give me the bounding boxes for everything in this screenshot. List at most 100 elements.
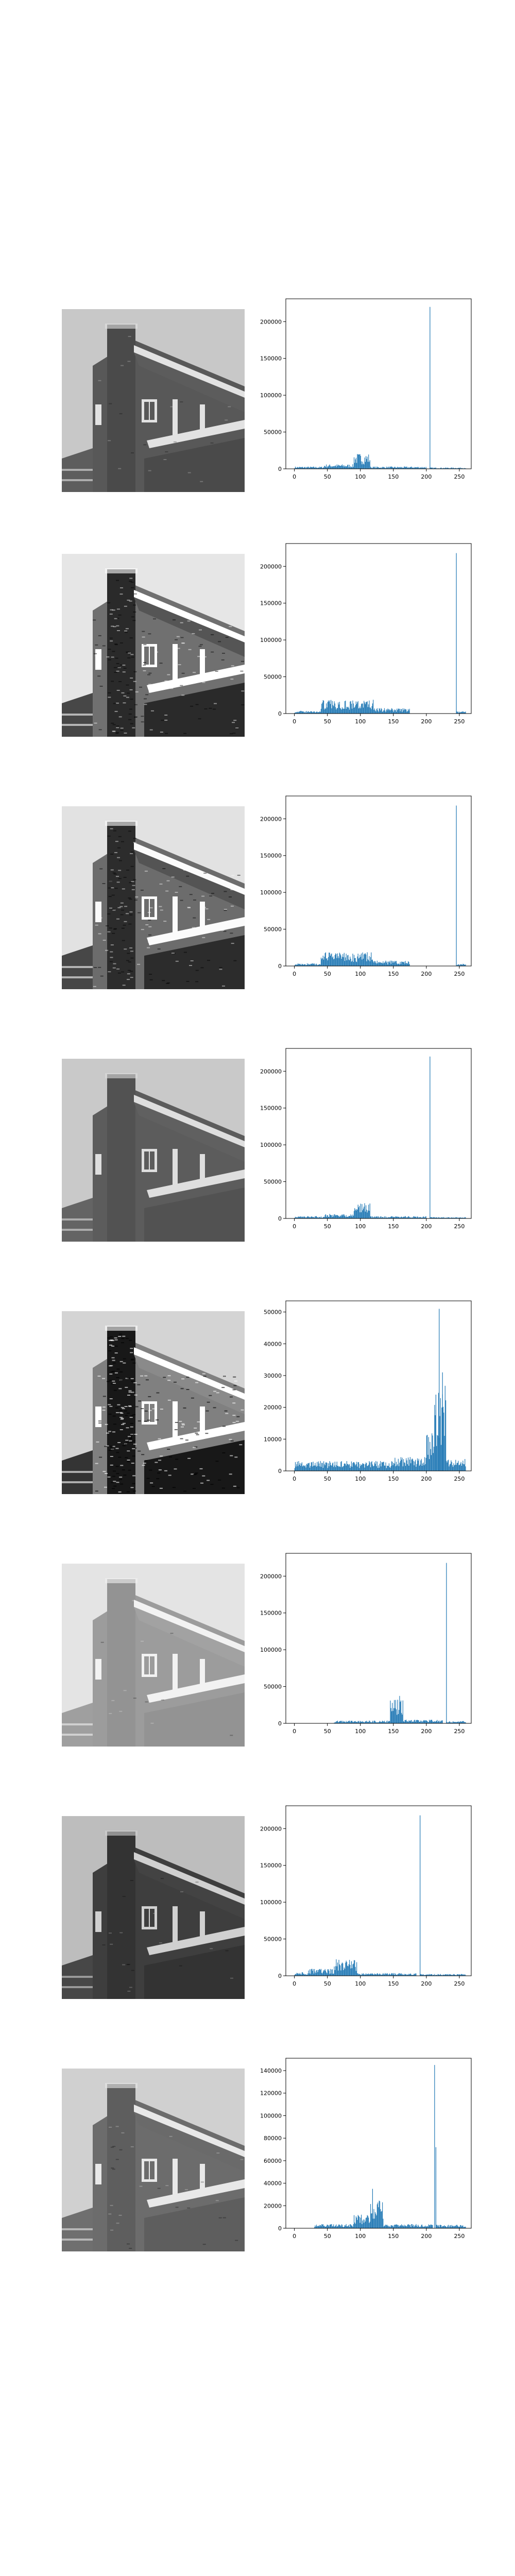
histogram-bar (335, 1966, 336, 1976)
histogram-bar (431, 1720, 432, 1723)
histogram-bar (378, 2207, 379, 2228)
histogram-bar (452, 2226, 453, 2228)
histogram-bar (445, 1974, 447, 1976)
histogram-bar (464, 2227, 465, 2228)
histogram-bar (358, 1721, 359, 1723)
histogram-bar (332, 466, 333, 469)
histogram-bar (311, 1462, 312, 1471)
histogram-bar (436, 1721, 437, 1723)
histogram-bar (387, 1974, 388, 1976)
histogram-bar (370, 1973, 371, 1976)
histogram-svg: 0 50 100 150 200 250 0 50000 100000 150000 200000 (260, 1805, 472, 1987)
histogram-bar (317, 1217, 318, 1218)
histogram-bar (372, 1721, 373, 1723)
histogram-bar (393, 467, 394, 469)
histogram-bar (344, 1214, 345, 1218)
histogram-bar (405, 709, 406, 714)
histogram-bar (341, 959, 342, 966)
histogram-bar (352, 1721, 353, 1723)
histogram-bar (349, 2227, 350, 2228)
histogram-bar (366, 1721, 367, 1723)
histogram-bar (304, 713, 305, 714)
histogram-bar (356, 1962, 357, 1976)
histogram-bar (311, 711, 312, 714)
histogram-bar (325, 1971, 327, 1976)
histogram-bar (424, 2226, 425, 2228)
histogram-bar (427, 1974, 428, 1976)
histogram-bar (379, 1217, 380, 1218)
histogram-bar (344, 708, 345, 714)
histogram-bar (308, 1973, 310, 1976)
histogram-bar (355, 1721, 356, 1723)
histogram-bar (335, 1467, 336, 1471)
histogram-bar (310, 964, 311, 966)
histogram-bar (441, 1217, 442, 1218)
histogram-bar (318, 2225, 319, 2228)
histogram-bar (306, 1217, 307, 1218)
histogram-bar (377, 1217, 379, 1218)
histogram-bar (295, 1216, 296, 1218)
histogram-peak-bar (456, 805, 457, 966)
histogram-bar (409, 1974, 410, 1976)
histogram-bar (420, 2226, 421, 2228)
histogram-bar (363, 958, 364, 966)
histogram-bar (367, 456, 368, 469)
histogram-bar (321, 1973, 322, 1976)
histogram-bar (453, 1722, 454, 1723)
histogram-bar (448, 2225, 449, 2228)
x-tick-label: 250 (454, 2233, 465, 2240)
histogram-bar (454, 1974, 455, 1976)
histogram-bar (321, 704, 322, 714)
histogram-bar (453, 1974, 454, 1976)
y-tick-label: 0 (278, 2225, 282, 2232)
histogram-bar (403, 1216, 404, 1218)
histogram-bar (354, 707, 355, 714)
histogram-bar (396, 711, 397, 714)
histogram-bar (373, 2209, 374, 2228)
histogram-bar (384, 2226, 385, 2228)
histogram-bar (360, 957, 361, 966)
histogram-bar (349, 1960, 350, 1976)
histogram-bar (419, 1466, 420, 1471)
y-tick-label: 100000 (260, 637, 282, 643)
histogram-bar (360, 708, 361, 714)
y-tick-label: 20000 (264, 1404, 282, 1411)
histogram-bar (447, 2227, 448, 2228)
histogram-bar (310, 1466, 311, 1471)
x-tick-label: 100 (355, 718, 366, 725)
histogram-bar (396, 1974, 397, 1976)
histogram-bar (360, 1204, 361, 1218)
histogram-bar (382, 2202, 383, 2228)
histogram-bar (334, 701, 335, 714)
histogram-bar (408, 1720, 409, 1723)
histogram-bar (366, 459, 367, 469)
histogram-bar (434, 468, 435, 469)
histogram-bar (465, 468, 466, 469)
histogram-bar (364, 1467, 365, 1471)
histogram-bar (443, 1217, 444, 1218)
histogram-bar (414, 2227, 415, 2228)
axes-frame (285, 1048, 472, 1219)
histogram-bar (354, 1208, 355, 1218)
histogram-bar (332, 1217, 333, 1218)
histogram-bar (352, 1214, 353, 1218)
y-tick-label: 80000 (264, 2135, 282, 2142)
y-tick-label: 200000 (260, 1825, 282, 1832)
histogram-bar (431, 1217, 432, 1218)
histogram-bar (400, 2225, 401, 2228)
histogram-bar (326, 2226, 327, 2228)
histogram-bar (368, 1721, 369, 1723)
histogram-bar (320, 1461, 321, 1471)
histogram-bar (331, 708, 332, 714)
histogram-peak-bar (442, 1372, 443, 1471)
histogram-bar (465, 2227, 466, 2228)
y-tick-label: 50000 (264, 429, 282, 436)
histogram-bar (417, 1720, 418, 1723)
histogram-svg: 0 50 100 150 200 250 0 10000 20000 30000 40000 5000… (264, 1300, 472, 1482)
histogram-bar (455, 1460, 456, 1471)
histogram-bar (421, 2225, 422, 2228)
histogram-bar (320, 467, 321, 469)
histogram-bar (313, 1217, 314, 1218)
histogram-bar (459, 713, 460, 714)
histogram-bar (391, 1711, 392, 1723)
